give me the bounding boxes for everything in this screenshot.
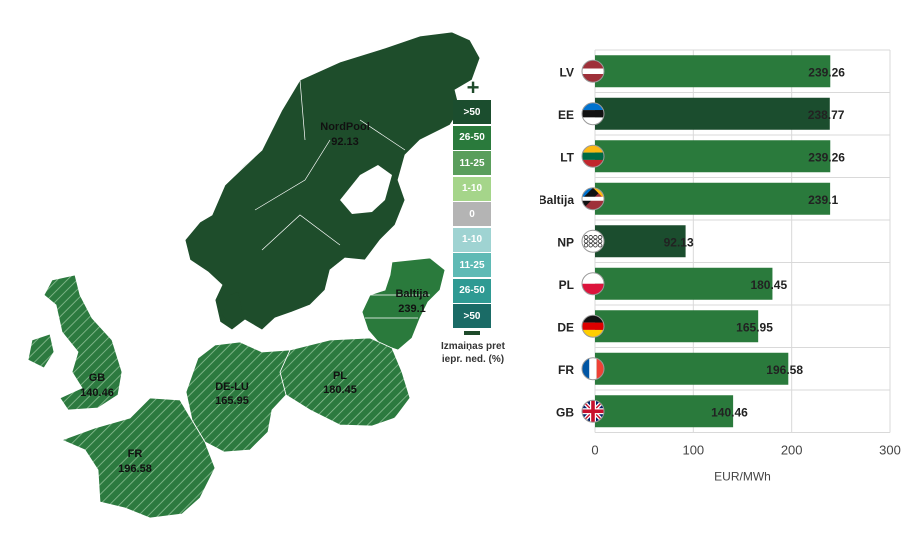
- map-value-nordpool: 92.13: [331, 136, 359, 148]
- map-label-baltija: Baltija: [395, 288, 429, 300]
- x-axis-label: EUR/MWh: [714, 470, 771, 484]
- region-baltija[interactable]: [361, 257, 446, 351]
- region-nordpool[interactable]: [184, 31, 481, 331]
- map-value-fr: 196.58: [118, 463, 152, 475]
- legend-caption: Izmaiņas pret iepr. ned. (%): [441, 341, 505, 365]
- data-label-lv: 239.26: [808, 65, 845, 79]
- data-label-lt: 239.26: [808, 150, 845, 164]
- bar-ee[interactable]: [595, 97, 830, 130]
- data-label-fr: 196.58: [766, 363, 803, 377]
- data-label-de: 165.95: [736, 320, 773, 334]
- lithuania-flag-icon: [582, 145, 604, 168]
- map-value-de-lu: 165.95: [215, 395, 249, 407]
- map-value-pl: 180.45: [323, 384, 357, 396]
- category-label-de: DE: [557, 320, 574, 334]
- data-label-baltija: 239.1: [808, 193, 838, 207]
- bar-de[interactable]: [595, 310, 759, 343]
- legend-item: 1-10: [453, 227, 491, 252]
- bar-fr[interactable]: [595, 352, 789, 385]
- x-tick-label: 0: [591, 443, 598, 458]
- france-flag-icon: [582, 357, 604, 380]
- estonia-flag-icon: [582, 102, 604, 125]
- category-label-gb: GB: [556, 405, 574, 419]
- increase-plus-icon: +: [466, 75, 480, 100]
- latvia-flag-icon: [582, 60, 604, 83]
- region-pl[interactable]: [279, 337, 411, 427]
- bar-gb[interactable]: [595, 395, 734, 428]
- category-label-baltija: Baltija: [540, 193, 574, 207]
- data-label-pl: 180.45: [750, 278, 787, 292]
- europe-price-map: NordPool 92.13 Baltija 239.1 PL 180.45 D…: [27, 31, 481, 519]
- nordpool-icon: [582, 230, 604, 253]
- map-label-fr: FR: [128, 448, 143, 460]
- legend-item: 26-50: [453, 125, 491, 150]
- bar-baltija[interactable]: [595, 182, 831, 215]
- bar-pl[interactable]: [595, 267, 773, 300]
- legend-item: 11-25: [453, 253, 491, 277]
- x-tick-label: 200: [781, 443, 803, 458]
- change-legend: + >50 26-50 11-25 1-10 0 1-10 11-25 26-50 >50 Iz…: [438, 75, 508, 366]
- legend-item: 1-10: [453, 176, 491, 201]
- data-label-ee: 238.77: [808, 108, 845, 122]
- legend-item: 26-50: [453, 278, 491, 303]
- decrease-minus-icon: [464, 331, 480, 335]
- germany-flag-icon: [582, 315, 604, 338]
- bar-lv[interactable]: [595, 55, 831, 88]
- legend-item: >50: [453, 100, 491, 124]
- legend-item: 0: [453, 202, 491, 226]
- uk-flag-icon: [582, 400, 604, 423]
- x-tick-label: 300: [879, 443, 901, 458]
- map-label-gb: GB: [89, 372, 106, 384]
- category-label-lv: LV: [560, 65, 574, 79]
- data-label-np: 92.13: [664, 235, 694, 249]
- baltic-flag-icon: [582, 187, 604, 210]
- poland-flag-icon: [582, 272, 604, 295]
- map-label-de-lu: DE-LU: [215, 381, 249, 393]
- map-value-gb: 140.46: [80, 387, 114, 399]
- category-label-lt: LT: [560, 150, 574, 164]
- category-label-pl: PL: [559, 278, 574, 292]
- x-tick-label: 100: [682, 443, 704, 458]
- category-label-fr: FR: [558, 363, 574, 377]
- legend-item: 11-25: [453, 151, 491, 175]
- legend-item: >50: [453, 304, 491, 328]
- region-fr[interactable]: [60, 397, 216, 519]
- category-label-ee: EE: [558, 108, 574, 122]
- price-bar-chart: 239.26 238.77 239.26 239.1 92.13 180.45 165.95…: [540, 49, 901, 484]
- map-value-baltija: 239.1: [398, 303, 426, 315]
- map-label-pl: PL: [333, 370, 347, 382]
- region-gb[interactable]: [27, 274, 123, 411]
- category-label-np: NP: [557, 235, 574, 249]
- data-label-gb: 140.46: [711, 405, 748, 419]
- bar-np[interactable]: [595, 225, 686, 258]
- map-label-nordpool: NordPool: [320, 121, 370, 133]
- bar-lt[interactable]: [595, 140, 831, 173]
